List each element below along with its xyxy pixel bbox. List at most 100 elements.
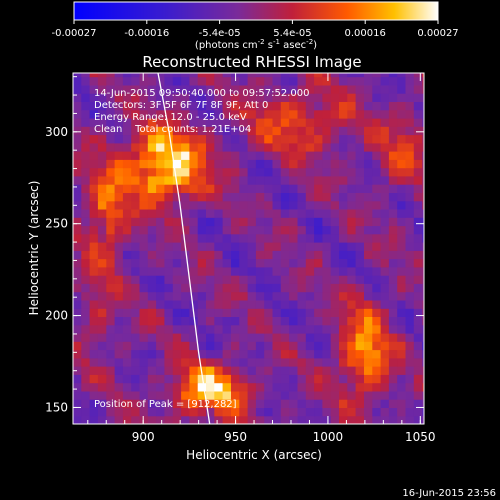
heatmap-cell: [214, 159, 224, 169]
heatmap-cell: [214, 357, 224, 367]
heatmap-cell: [231, 151, 240, 160]
heatmap-cell: [197, 184, 207, 193]
heatmap-cell: [239, 233, 249, 243]
heatmap-cell: [413, 159, 423, 169]
heatmap-cell: [364, 225, 373, 235]
heatmap-cell: [289, 142, 298, 152]
heatmap-cell: [272, 407, 282, 417]
heatmap-cell: [347, 341, 357, 351]
heatmap-cell: [289, 159, 298, 169]
heatmap-cell: [305, 73, 315, 78]
heatmap-cell: [214, 374, 224, 384]
heatmap-cell: [214, 142, 224, 152]
heatmap-cell: [289, 357, 298, 367]
heatmap-cell: [206, 357, 215, 367]
heatmap-cell: [247, 333, 257, 342]
heatmap-cell: [330, 142, 340, 152]
heatmap-cell: [397, 167, 406, 177]
heatmap-cell: [97, 333, 107, 342]
heatmap-cell: [422, 151, 424, 160]
heatmap-cell: [355, 159, 365, 169]
heatmap-cell: [413, 217, 423, 227]
heatmap-cell: [81, 93, 91, 102]
heatmap-cell: [322, 266, 332, 276]
heatmap-cell: [297, 93, 307, 102]
heatmap-cell: [347, 217, 357, 227]
heatmap-cell: [297, 73, 307, 78]
heatmap-cell: [231, 250, 240, 260]
heatmap-cell: [388, 225, 398, 235]
heatmap-cell: [222, 250, 232, 260]
heatmap-cell: [280, 101, 290, 111]
heatmap-cell: [81, 159, 91, 169]
heatmap-cell: [314, 324, 323, 334]
heatmap-cell: [89, 266, 99, 276]
heatmap-cell: [131, 415, 140, 424]
heatmap-cell: [147, 308, 157, 317]
heatmap-cell: [114, 93, 124, 102]
heatmap-cell: [222, 341, 232, 351]
heatmap-cell: [397, 366, 406, 375]
heatmap-cell: [397, 283, 406, 293]
heatmap-cell: [222, 324, 232, 334]
heatmap-cell: [222, 142, 232, 152]
heatmap-cell: [280, 184, 290, 193]
heatmap-cell: [380, 399, 390, 408]
heatmap-cell: [147, 73, 157, 78]
heatmap-cell: [206, 366, 215, 375]
heatmap-cell: [172, 357, 182, 367]
heatmap-cell: [231, 134, 240, 144]
heatmap-cell: [372, 382, 382, 392]
heatmap-cell: [388, 324, 398, 334]
heatmap-cell: [355, 324, 365, 334]
heatmap-cell: [139, 126, 149, 136]
heatmap-cell: [164, 200, 174, 210]
heatmap-cell: [422, 324, 424, 334]
heatmap-cell: [73, 308, 82, 317]
heatmap-cell: [330, 250, 340, 260]
heatmap-cell: [89, 415, 99, 424]
heatmap-cell: [81, 175, 91, 185]
heatmap-cell: [206, 192, 215, 202]
heatmap-cell: [197, 118, 207, 127]
heatmap-cell: [280, 407, 290, 417]
heatmap-cell: [247, 126, 257, 136]
heatmap-cell: [131, 101, 140, 111]
heatmap-cell: [280, 192, 290, 202]
heatmap-cell: [314, 333, 323, 342]
heatmap-cell: [172, 374, 182, 384]
heatmap-cell: [147, 390, 157, 400]
heatmap-cell: [139, 407, 149, 417]
heatmap-cell: [280, 333, 290, 342]
heatmap-cell: [172, 300, 182, 309]
heatmap-cell: [114, 333, 124, 342]
heatmap-cell: [330, 266, 340, 276]
heatmap-cell: [97, 300, 107, 309]
heatmap-cell: [181, 366, 190, 375]
heatmap-cell: [122, 250, 132, 260]
heatmap-cell: [380, 184, 390, 193]
heatmap-cell: [89, 283, 99, 293]
heatmap-cell: [214, 308, 224, 317]
heatmap-cell: [339, 109, 348, 119]
heatmap-cell: [97, 192, 107, 202]
heatmap-cell: [255, 258, 265, 268]
heatmap-cell: [339, 200, 348, 210]
heatmap-cell: [172, 101, 182, 111]
heatmap-cell: [164, 233, 174, 243]
heatmap-cell: [222, 374, 232, 384]
heatmap-cell: [164, 291, 174, 301]
heatmap-cell: [388, 258, 398, 268]
heatmap-cell: [122, 366, 132, 375]
heatmap-cell: [73, 407, 82, 417]
heatmap-cell: [239, 266, 249, 276]
heatmap-cell: [280, 374, 290, 384]
heatmap-cell: [330, 407, 340, 417]
heatmap-cell: [214, 275, 224, 284]
heatmap-cell: [181, 333, 190, 342]
heatmap-cell: [197, 275, 207, 284]
heatmap-cell: [106, 184, 116, 193]
heatmap-cell: [139, 324, 149, 334]
heatmap-cell: [347, 266, 357, 276]
heatmap-cell: [347, 324, 357, 334]
